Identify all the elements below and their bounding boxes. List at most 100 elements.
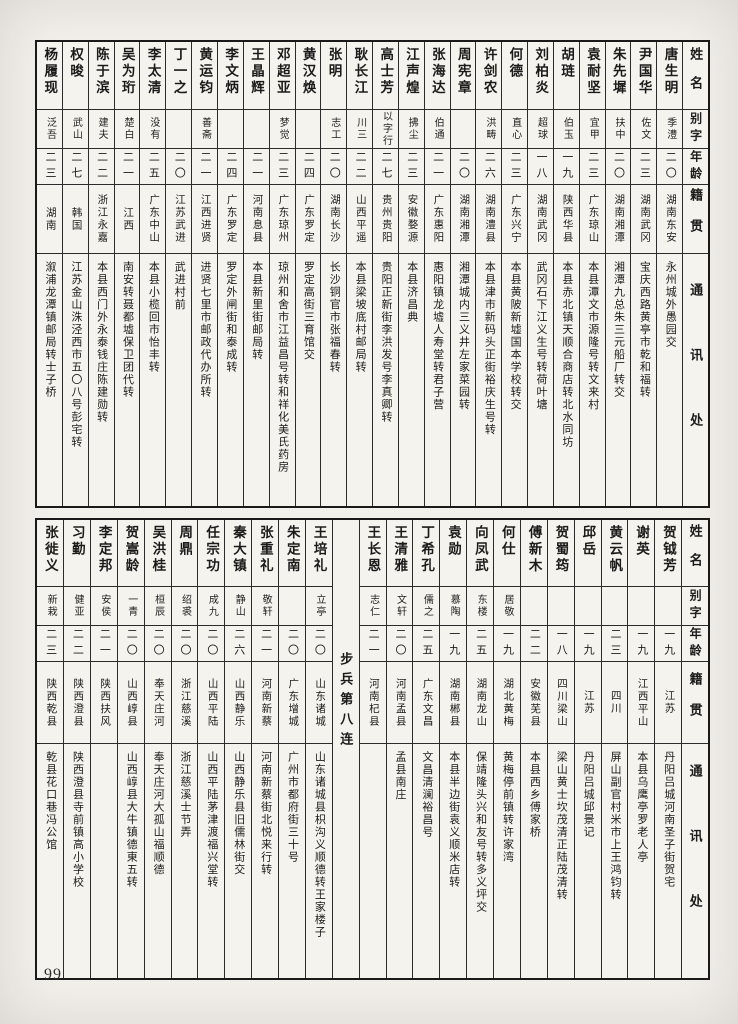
address-cell: 丹阳吕城河南圣子街贺宅 [655,744,681,978]
courtesy-cell: 宜甲 [579,110,605,149]
name-cell: 秦大镇 [225,520,252,587]
person-age: 二一 [367,627,380,660]
address-cell: 武进村前 [166,254,191,506]
origin-cell: 江西进贤 [192,185,217,254]
person-name: 黄云帆 [607,525,623,575]
person-origin: 湖南郴县 [448,677,460,728]
person-column: 李文炳 二四 广东罗定 罗定外闸街和泰成转 [216,42,243,506]
person-address: 奉天庄河大孤山福顺德 [152,751,165,876]
person-origin: 广东惠阳 [432,194,444,244]
person-column: 吴为珩 楚白 二一 江西 南安转聂都墟保卫团代转 [113,42,140,506]
courtesy-cell: 川三 [347,110,373,149]
person-address: 本县半边街袁义顺米店转 [447,751,460,889]
person-age: 二〇 [178,627,191,660]
name-cell: 邓超亚 [269,42,295,110]
person-courtesy: 楚白 [122,117,134,141]
address-cell: 山西平陆茅津渡福兴堂转 [198,744,224,978]
person-name: 朱先墀 [610,47,626,97]
person-column: 向凤武 东楼 二五 湖南龙山 保靖隆头兴和友号转多义坪交 [466,520,493,978]
age-cell: 二二 [347,149,373,185]
person-age: 二三 [405,150,418,183]
person-origin: 河南新蔡 [260,677,272,728]
person-name: 贺蜀筠 [553,525,569,575]
courtesy-cell: 泛吾 [37,110,62,149]
address-cell: 黄梅停前镇转许家湾 [494,744,520,978]
origin-cell: 广东惠阳 [424,185,450,254]
address-cell: 山东诸城县枳沟义顺德转王家楼子 [306,744,332,978]
origin-cell: 湖南 [37,185,62,254]
person-address: 广州市都府街三十号 [286,751,299,864]
person-column: 张重礼 敬轩 二一 河南新蔡 河南新蔡街北悦来行转 [251,520,278,978]
person-address: 丹阳吕城邱景记 [582,751,595,839]
person-courtesy: 超球 [535,117,547,141]
person-age: 二一 [98,627,111,660]
person-origin: 陕西澄县 [72,677,84,728]
address-cell [91,744,117,978]
person-age: 二三 [586,150,599,183]
person-column: 黄汉焕 二四 广东罗定 罗定高街三育馆交 [294,42,321,506]
header-name-cell: 姓名 [682,520,708,587]
origin-cell: 陕西华县 [553,185,579,254]
person-origin: 河南杞县 [367,677,379,728]
person-address: 惠阳镇龙墟人寿堂转君子营 [431,261,444,411]
age-cell: 二五 [467,626,493,662]
address-cell: 贵阳正新街李洪发号李真卿转 [373,254,398,506]
person-column: 王培礼 立亭 二〇 山东诸城 山东诸城县枳沟义顺德转王家楼子 [304,520,332,978]
person-origin: 湖南长沙 [329,194,341,244]
person-address: 保靖隆头兴和友号转多义坪交 [474,751,487,914]
age-cell: 二〇 [144,626,171,662]
person-column: 李定邦 安侯 二一 陕西扶风 [89,520,117,978]
address-cell: 本县半边街袁义顺米店转 [440,744,466,978]
address-cell: 本县梁坡底村邮局转 [347,254,372,506]
person-origin: 山西平遥 [354,194,366,244]
person-column: 贺嵩龄 一青 二〇 山西崞县 山西崞县大牛镇德東五转 [116,520,144,978]
courtesy-cell [295,110,321,149]
person-origin: 湖南武冈 [639,194,651,244]
origin-cell: 四川 [601,662,628,744]
section-label-cell: 步兵第八连 [333,520,359,978]
person-origin: 湖南湘潭 [458,194,470,244]
person-origin: 贵州贵阳 [380,194,392,244]
origin-cell: 江苏 [574,662,601,744]
courtesy-cell: 东楼 [467,587,493,626]
person-name: 李文炳 [223,47,239,97]
person-age: 二〇 [664,150,677,183]
origin-cell: 广东琼州 [269,185,295,254]
person-courtesy: 扶中 [613,117,625,141]
person-name: 王晶辉 [248,47,264,97]
age-cell: 二〇 [657,149,683,185]
person-column: 王长恩 志仁 二一 河南杞县 [358,520,386,978]
person-age: 二一 [199,150,212,183]
origin-cell: 安徽婺源 [398,185,424,254]
age-cell: 二一 [359,626,386,662]
person-name: 谢英 [634,525,650,558]
person-column: 王晶辉 二一 河南息县 本县新里街邮局转 [242,42,269,506]
origin-cell: 陕西扶风 [90,662,117,744]
person-address: 本县黄陂新墟国本学校转交 [509,261,522,411]
person-name: 贺钺芳 [660,525,676,575]
person-address: 南安转聂都墟保卫团代转 [121,261,134,399]
person-address: 本县西门外永泰钱庄陈建勋转 [95,261,108,424]
courtesy-cell: 文轩 [386,587,413,626]
person-origin: 广东兴宁 [509,194,521,244]
header-name-label: 姓名 [688,46,704,105]
person-name: 尹国华 [636,47,652,97]
person-origin: 湖南 [44,206,56,232]
age-cell: 二三 [269,149,295,185]
person-age: 二三 [276,150,289,183]
name-cell: 吴洪桂 [144,520,171,587]
person-origin: 江西平山 [636,677,648,728]
age-cell: 二一 [424,149,450,185]
person-name: 权晙 [68,47,84,80]
person-age: 一九 [501,627,514,660]
name-cell: 谢英 [628,520,655,587]
name-cell: 朱先墀 [605,42,631,110]
address-cell: 进贤七里市邮政代办所转 [192,254,217,506]
origin-cell: 湖南澧县 [476,185,502,254]
courtesy-cell: 立亭 [305,587,332,626]
courtesy-cell: 善斋 [192,110,217,149]
person-address: 本县赤北镇天顺合商店转北水同坊 [560,261,573,449]
courtesy-cell: 扶中 [605,110,631,149]
courtesy-cell: 静山 [225,587,252,626]
